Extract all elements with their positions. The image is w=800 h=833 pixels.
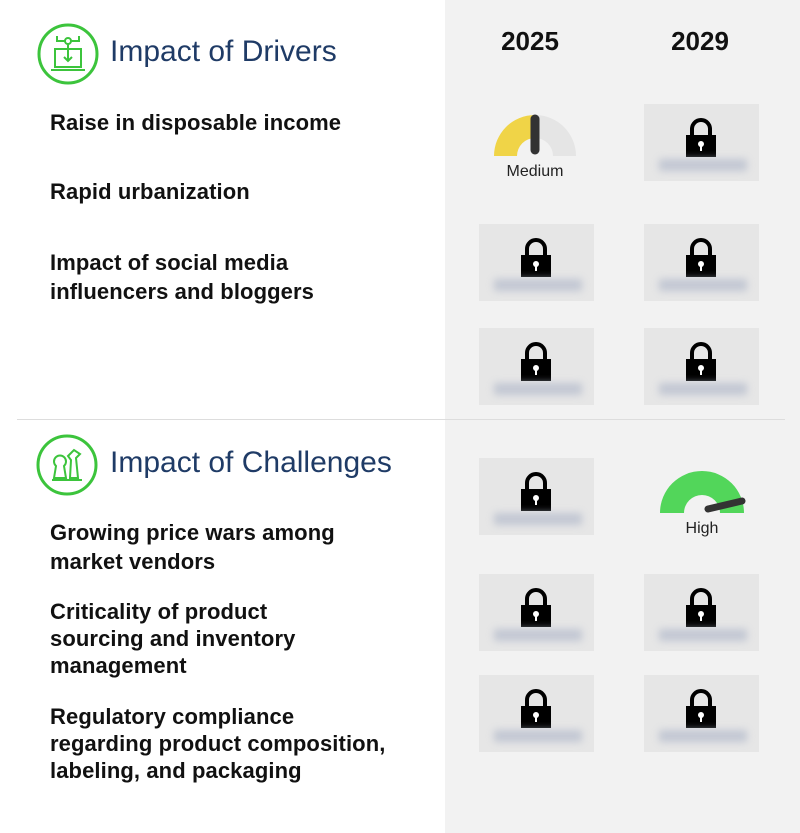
locked-cell[interactable] — [479, 328, 594, 405]
lock-icon — [521, 342, 551, 381]
locked-cell[interactable] — [479, 675, 594, 752]
locked-cell[interactable] — [479, 458, 594, 535]
driver-item: Rapid urbanization — [50, 179, 250, 204]
year-2025-header: 2025 — [501, 26, 559, 56]
locked-cell[interactable] — [644, 675, 759, 752]
locked-cell[interactable] — [479, 574, 594, 651]
lock-icon — [686, 342, 716, 381]
gauge-label: Medium — [506, 163, 564, 180]
drivers-title: Impact of Drivers — [110, 35, 337, 68]
drivers-icon — [37, 23, 99, 90]
gauge-high: High — [656, 465, 748, 537]
challenges-icon — [36, 434, 98, 501]
challenge-item: Criticality of product sourcing and inve… — [50, 599, 296, 678]
challenge-item: Regulatory compliance regarding product … — [50, 704, 386, 783]
locked-cell[interactable] — [479, 224, 594, 301]
lock-icon — [686, 238, 716, 277]
driver-item: Raise in disposable income — [50, 110, 342, 135]
year-2029-header: 2029 — [671, 26, 729, 56]
locked-cell[interactable] — [644, 104, 759, 181]
lock-icon — [521, 689, 551, 728]
locked-cell[interactable] — [644, 224, 759, 301]
section-divider — [17, 419, 785, 420]
lock-icon — [686, 588, 716, 627]
challenge-item: Growing price wars among market vendors — [50, 520, 335, 574]
lock-icon — [521, 238, 551, 277]
lock-icon — [686, 118, 716, 157]
lock-icon — [686, 689, 716, 728]
gauge-medium: Medium — [490, 110, 580, 182]
locked-cell[interactable] — [644, 574, 759, 651]
lock-icon — [521, 588, 551, 627]
gauge-label: High — [685, 520, 719, 537]
challenges-title: Impact of Challenges — [110, 446, 392, 479]
lock-icon — [521, 472, 551, 511]
driver-item: Impact of social media influencers and b… — [50, 250, 315, 304]
locked-cell[interactable] — [644, 328, 759, 405]
